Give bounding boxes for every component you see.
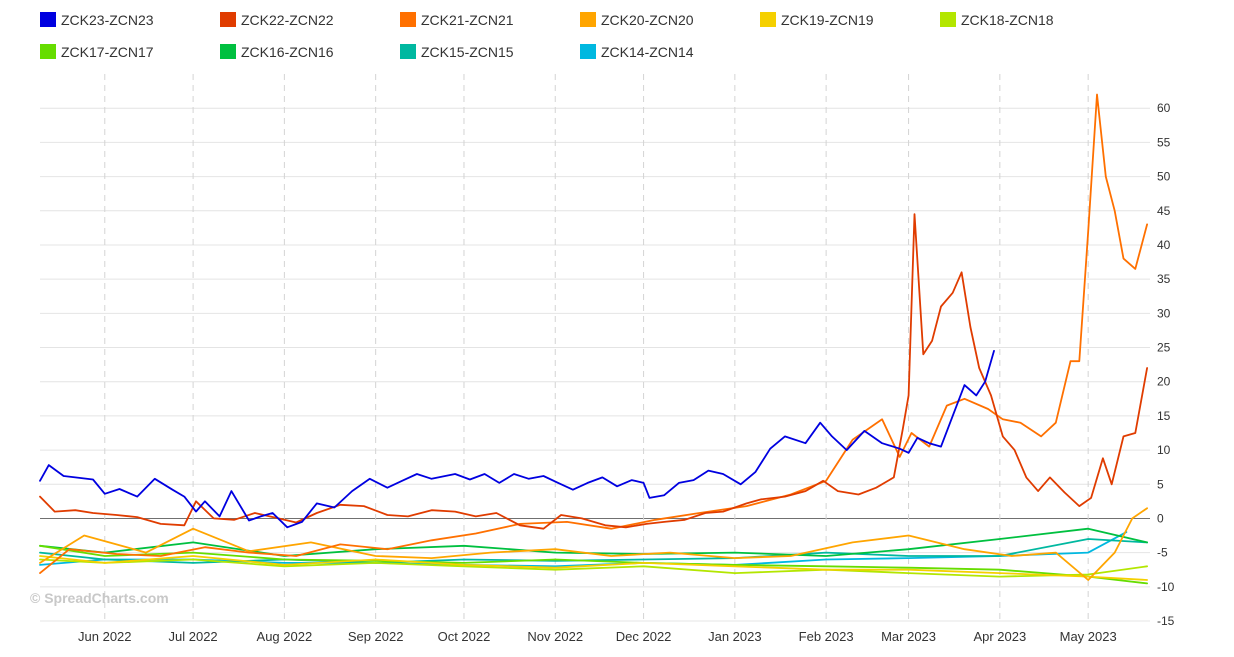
legend-item[interactable]: ZCK23-ZCN23 (40, 12, 154, 28)
y-tick-label: -15 (1157, 614, 1175, 628)
legend-item[interactable]: ZCK17-ZCN17 (40, 44, 154, 60)
legend-label: ZCK17-ZCN17 (61, 44, 154, 60)
legend-item[interactable]: ZCK21-ZCN21 (400, 12, 514, 28)
y-tick-label: 20 (1157, 375, 1171, 389)
y-tick-label: -5 (1157, 546, 1168, 560)
series-line-zck23-zcn23 (39, 350, 995, 529)
y-tick-label: 60 (1157, 101, 1171, 115)
legend-label: ZCK23-ZCN23 (61, 12, 154, 28)
legend-item[interactable]: ZCK18-ZCN18 (940, 12, 1054, 28)
watermark: © SpreadCharts.com (30, 590, 169, 606)
y-tick-label: 5 (1157, 477, 1164, 491)
legend-label: ZCK15-ZCN15 (421, 44, 514, 60)
series-line-zck18-zcn18 (39, 558, 1148, 578)
x-tick-label: Nov 2022 (527, 629, 583, 644)
y-tick-label: 35 (1157, 272, 1171, 286)
x-tick-label: Jul 2022 (169, 629, 218, 644)
legend-swatch (40, 12, 56, 27)
y-tick-label: 40 (1157, 238, 1171, 252)
legend-swatch (40, 44, 56, 59)
series-line-zck16-zcn16 (39, 527, 1148, 557)
x-tick-label: May 2023 (1060, 629, 1117, 644)
legend-label: ZCK20-ZCN20 (601, 12, 694, 28)
grid (40, 74, 1150, 622)
y-tick-label: 15 (1157, 409, 1171, 423)
x-axis: Jun 2022 Jul 2022 Aug 2022 Sep 2022 Oct 2022… (78, 629, 1117, 644)
legend-item[interactable]: ZCK14-ZCN14 (580, 44, 694, 60)
x-tick-label: Apr 2023 (973, 629, 1026, 644)
legend-item[interactable]: ZCK15-ZCN15 (400, 44, 514, 60)
series-line-zck20-zcn20 (39, 507, 1148, 581)
x-tick-label: Sep 2022 (348, 629, 404, 644)
series-line-zck15-zcn15 (39, 538, 1148, 564)
y-tick-label: 30 (1157, 306, 1171, 320)
legend-swatch (580, 44, 596, 59)
legend-swatch (760, 12, 776, 27)
y-tick-label: 25 (1157, 341, 1171, 355)
y-tick-label: 0 (1157, 511, 1164, 525)
x-tick-label: Jun 2022 (78, 629, 132, 644)
series-line-zck17-zcn17 (39, 544, 1148, 585)
legend-swatch (220, 12, 236, 27)
legend-item[interactable]: ZCK22-ZCN22 (220, 12, 334, 28)
legend-label: ZCK16-ZCN16 (241, 44, 334, 60)
legend-label: ZCK18-ZCN18 (961, 12, 1054, 28)
series-line-zck22-zcn22 (39, 213, 1148, 530)
legend-item[interactable]: ZCK19-ZCN19 (760, 12, 874, 28)
series-lines (39, 93, 1148, 585)
series-line-zck21-zcn21 (39, 93, 1148, 574)
y-tick-label: 55 (1157, 135, 1171, 149)
legend-swatch (220, 44, 236, 59)
legend-item[interactable]: ZCK16-ZCN16 (220, 44, 334, 60)
y-tick-label: -10 (1157, 580, 1175, 594)
legend-label: ZCK14-ZCN14 (601, 44, 694, 60)
legend-label: ZCK19-ZCN19 (781, 12, 874, 28)
x-tick-label: Feb 2023 (799, 629, 854, 644)
x-tick-label: Mar 2023 (881, 629, 936, 644)
legend-swatch (400, 12, 416, 27)
x-tick-label: Oct 2022 (438, 629, 491, 644)
legend-swatch (400, 44, 416, 59)
legend-label: ZCK21-ZCN21 (421, 12, 514, 28)
y-tick-label: 45 (1157, 204, 1171, 218)
legend-swatch (580, 12, 596, 27)
legend-swatch (940, 12, 956, 27)
y-tick-label: 50 (1157, 170, 1171, 184)
x-tick-label: Jan 2023 (708, 629, 762, 644)
x-tick-label: Aug 2022 (257, 629, 313, 644)
legend-item[interactable]: ZCK20-ZCN20 (580, 12, 694, 28)
legend-label: ZCK22-ZCN22 (241, 12, 334, 28)
y-axis: -15 -10 -5 0 5 10 15 20 25 30 35 40 45 50 55 60 (1157, 101, 1175, 628)
legend: ZCK23-ZCN23 ZCK22-ZCN22 ZCK21-ZCN21 ZCK20-Z… (40, 12, 1054, 60)
series-line-zck19-zcn19 (39, 555, 1148, 581)
x-tick-label: Dec 2022 (616, 629, 672, 644)
y-tick-label: 10 (1157, 443, 1171, 457)
